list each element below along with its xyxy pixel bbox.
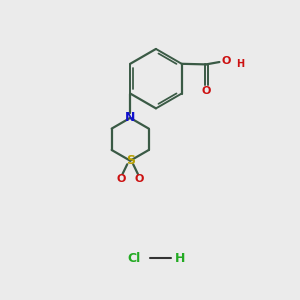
Text: O: O bbox=[134, 174, 144, 184]
Text: H: H bbox=[236, 59, 244, 69]
Text: H: H bbox=[175, 252, 185, 265]
Text: N: N bbox=[125, 111, 135, 124]
Text: S: S bbox=[126, 154, 135, 166]
Text: Cl: Cl bbox=[127, 252, 140, 265]
Text: O: O bbox=[222, 56, 231, 66]
Text: O: O bbox=[117, 174, 126, 184]
Text: O: O bbox=[201, 86, 211, 96]
